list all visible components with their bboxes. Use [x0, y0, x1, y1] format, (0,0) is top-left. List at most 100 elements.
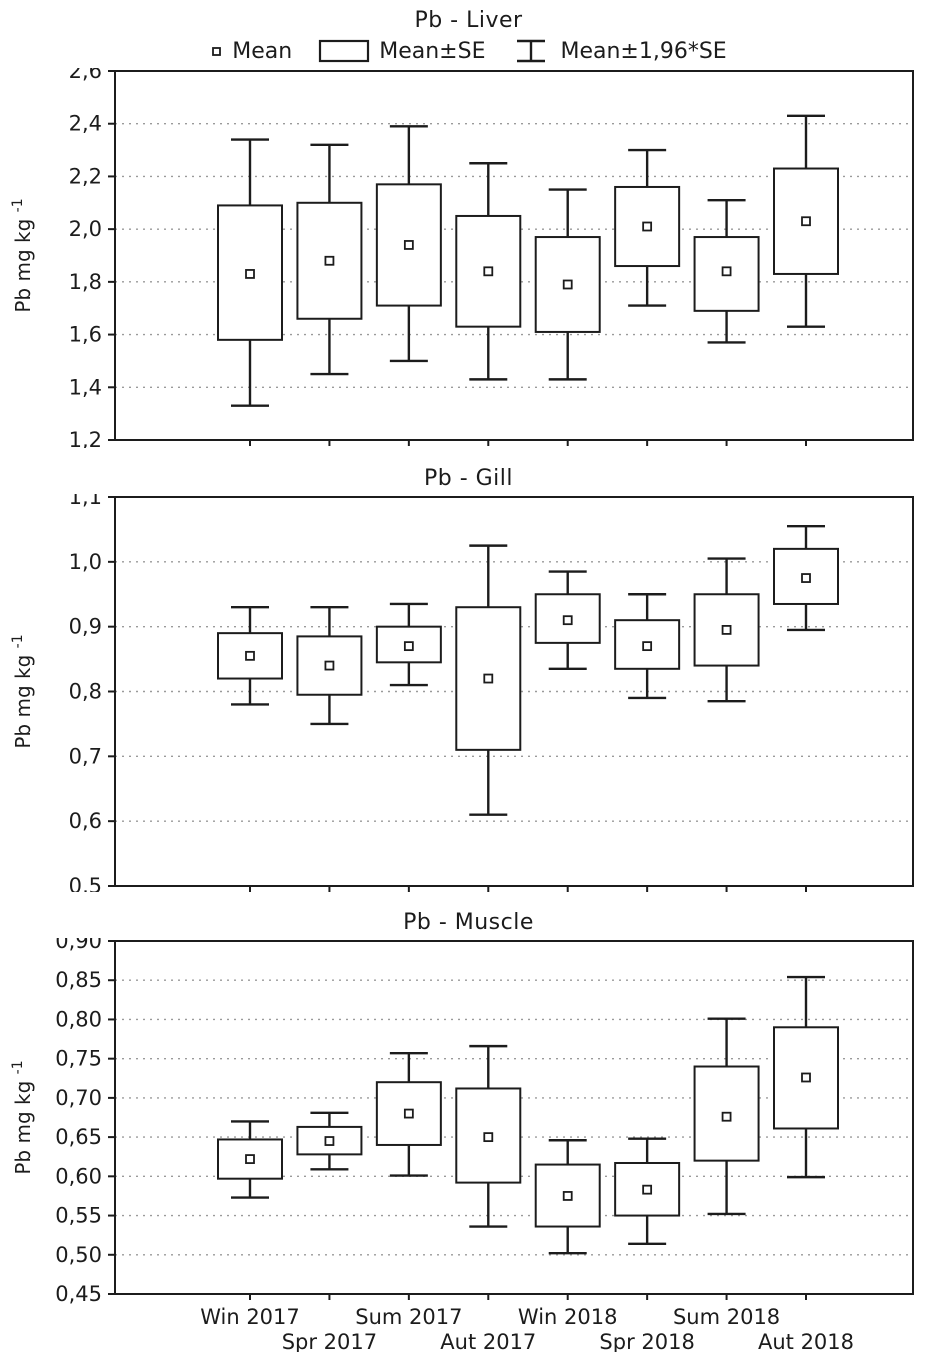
box-group	[614, 593, 681, 700]
y-tick-label: 0,60	[55, 1164, 102, 1188]
box-group	[534, 570, 601, 671]
y-tick-label: 1,1	[69, 494, 102, 509]
x-tick-label: Spr 2018	[599, 1330, 694, 1352]
box-group	[534, 188, 601, 381]
box-group	[217, 1120, 283, 1199]
mean-marker	[642, 221, 653, 232]
mean-marker	[721, 266, 732, 277]
mean-marker	[483, 1132, 494, 1143]
box-group	[693, 198, 760, 344]
y-tick-label: 1,8	[69, 270, 102, 294]
y-tick-label: 0,55	[55, 1204, 102, 1228]
y-tick-label: 0,65	[55, 1125, 102, 1149]
y-tick-label: 2,4	[69, 112, 102, 136]
mean-marker	[801, 1072, 811, 1083]
mean-marker	[483, 673, 494, 684]
y-tick-label: 0,7	[69, 744, 102, 768]
y-axis-label: Pb mg kg -1	[10, 1060, 35, 1174]
y-tick-label: 2,2	[69, 164, 102, 188]
mean-marker	[642, 1184, 653, 1195]
box-group	[455, 1044, 522, 1228]
mean-marker	[245, 650, 255, 661]
mean-marker	[562, 615, 573, 626]
y-axis-label: Pb mg kg -1	[10, 634, 35, 748]
legend-item-se: Mean±SE	[318, 39, 485, 64]
y-tick-label: 0,5	[69, 874, 102, 892]
boxplot-muscle: 0,45 0,50 0,55 0,60 0,65 0,70 0,75 0,80 0,85 0,90…	[10, 938, 914, 1352]
se-box-icon	[319, 39, 370, 63]
y-tick-label: 0,75	[55, 1047, 102, 1071]
y-tick-label: 0,85	[55, 968, 102, 992]
y-tick-label: 1,0	[69, 550, 102, 574]
mean-marker	[721, 625, 732, 635]
box-group	[375, 602, 442, 687]
y-tick-label: 0,9	[69, 615, 102, 639]
box-group	[375, 1051, 442, 1177]
y-tick-label: 0,90	[55, 938, 102, 953]
mean-marker	[324, 255, 335, 266]
x-tick-label: Sum 2018	[673, 1305, 780, 1329]
box-group	[296, 143, 363, 376]
legend-item-mean: Mean	[210, 39, 292, 64]
y-tick-label: 0,45	[55, 1282, 102, 1306]
mean-marker	[403, 641, 414, 652]
legend: Mean Mean±SE Mean±1,96*SE	[0, 34, 937, 68]
boxplot-gill: 0,5 0,6 0,7 0,8 0,9 1,0 1,1 Pb mg kg -1	[10, 494, 914, 892]
y-tick-label: 2,0	[69, 217, 102, 241]
box-group	[773, 975, 839, 1179]
mean-marker	[324, 1136, 335, 1146]
mean-marker	[801, 573, 811, 583]
mean-marker	[562, 1191, 573, 1201]
x-tick-label: Aut 2018	[758, 1330, 854, 1352]
x-tick-label: Win 2017	[200, 1305, 300, 1329]
box-group	[217, 138, 283, 407]
box-group	[296, 1111, 363, 1171]
y-tick-label: 2,6	[69, 68, 102, 83]
box-group	[773, 524, 839, 632]
mean-marker	[245, 269, 255, 279]
legend-label-ci: Mean±1,96*SE	[560, 38, 727, 64]
box-group	[614, 148, 681, 307]
box-group	[693, 557, 760, 703]
mean-marker	[721, 1111, 732, 1122]
y-tick-label: 1,4	[69, 375, 102, 399]
y-tick-label: 0,50	[55, 1243, 102, 1267]
x-tick-label: Aut 2017	[440, 1330, 536, 1352]
mean-marker	[562, 279, 573, 290]
boxplot-liver: 1,2 1,4 1,6 1,8 2,0 2,2 2,4 2,6 Pb mg kg -1	[10, 68, 914, 448]
mean-marker	[801, 216, 811, 227]
panel-liver: Pb - Liver Mean Mean±SE Mea	[0, 0, 937, 448]
mean-marker	[403, 1108, 414, 1119]
chart-title-gill: Pb - Gill	[423, 466, 514, 491]
box-group	[614, 1137, 681, 1245]
box-group	[773, 114, 839, 328]
box-group	[296, 606, 363, 726]
mean-marker	[642, 641, 653, 652]
box-group	[534, 1139, 601, 1255]
x-tick-label: Win 2018	[518, 1305, 618, 1329]
x-tick-label: Sum 2017	[355, 1305, 462, 1329]
ci-whisker-icon	[517, 39, 546, 63]
chart-title-muscle: Pb - Muscle	[403, 910, 534, 935]
y-tick-label: 0,70	[55, 1086, 102, 1110]
legend-label-mean: Mean	[232, 38, 293, 64]
mean-marker	[245, 1154, 255, 1164]
se-box	[375, 625, 442, 664]
box-group	[217, 606, 283, 706]
legend-item-ci: Mean±1,96*SE	[511, 37, 727, 65]
plot-frame	[114, 940, 914, 1295]
box-group	[455, 544, 522, 816]
y-tick-label: 1,6	[69, 323, 102, 347]
panel-muscle: Pb - Muscle 0,45 0,50 0,55 0,60 0,65 0,70 0,75…	[0, 892, 937, 1352]
y-axis-label: Pb mg kg -1	[10, 198, 35, 312]
box-group	[693, 1017, 760, 1216]
box-group	[455, 162, 522, 381]
y-tick-label: 1,2	[69, 428, 102, 448]
mean-marker	[324, 660, 335, 671]
y-tick-label: 0,80	[55, 1007, 102, 1031]
y-tick-label: 0,6	[69, 809, 102, 833]
legend-label-se: Mean±SE	[379, 38, 486, 64]
box-group	[375, 125, 442, 363]
x-tick-label: Spr 2017	[282, 1330, 377, 1352]
